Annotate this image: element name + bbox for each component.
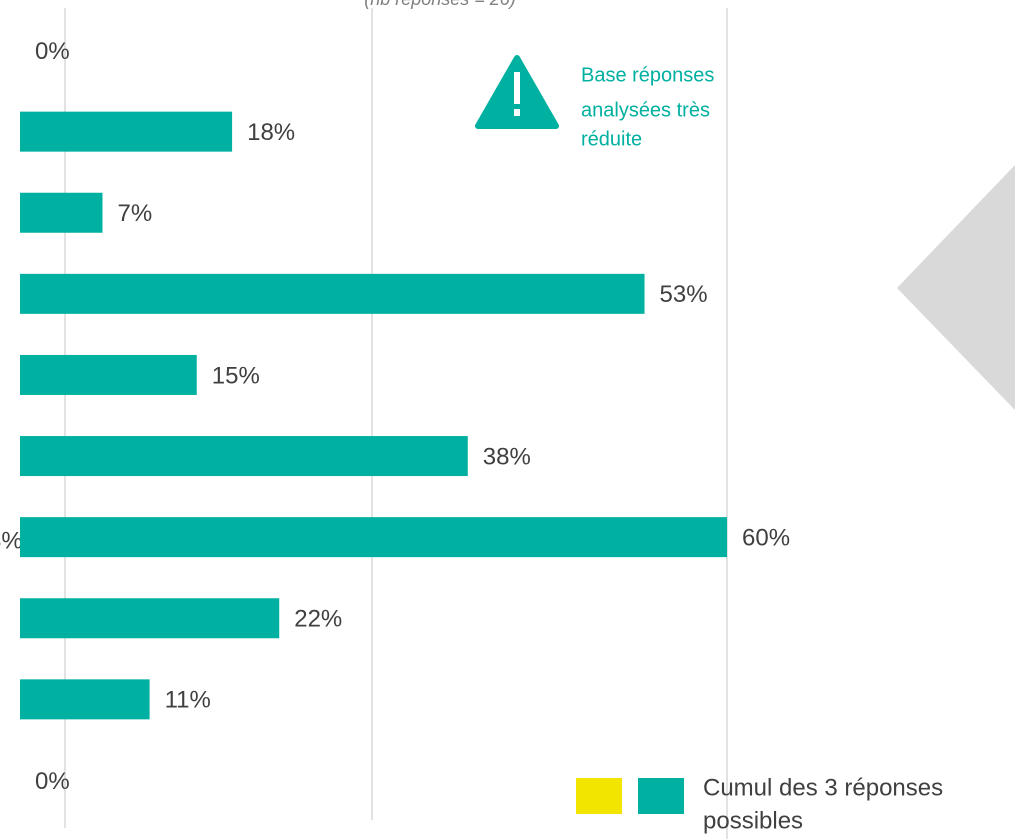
value-label: 60% — [742, 524, 790, 551]
legend: Cumul des 3 réponses possibles — [576, 774, 943, 834]
clipped-label: 3% — [0, 527, 23, 554]
bar — [20, 598, 280, 639]
legend-swatch — [638, 778, 684, 814]
value-label: 0% — [35, 38, 70, 65]
bar — [20, 436, 468, 477]
subtitle: (nb réponses = 26) — [364, 0, 516, 9]
value-label: 18% — [247, 119, 295, 146]
bar — [20, 111, 233, 152]
warning-text: analysées très — [581, 99, 710, 121]
value-label: 7% — [117, 200, 152, 227]
bar — [20, 192, 103, 233]
warning: Base réponses analysées très réduite — [475, 55, 714, 150]
bar — [20, 679, 150, 720]
bar — [20, 273, 645, 314]
value-label: 38% — [483, 443, 531, 470]
legend-label: possibles — [703, 807, 803, 834]
legend-label: Cumul des 3 réponses — [703, 774, 943, 801]
bar — [20, 517, 727, 558]
warning-icon — [514, 72, 520, 104]
value-label: 0% — [35, 768, 70, 795]
value-label: 11% — [165, 687, 211, 714]
legend-swatch — [576, 778, 622, 814]
value-label: 53% — [660, 281, 708, 308]
value-label: 15% — [212, 362, 260, 389]
value-label: 22% — [294, 606, 342, 633]
decor-shape — [897, 165, 1015, 410]
bar — [20, 354, 197, 395]
warning-icon — [514, 109, 520, 116]
warning-text: réduite — [581, 128, 642, 150]
warning-text: Base réponses — [581, 64, 714, 86]
